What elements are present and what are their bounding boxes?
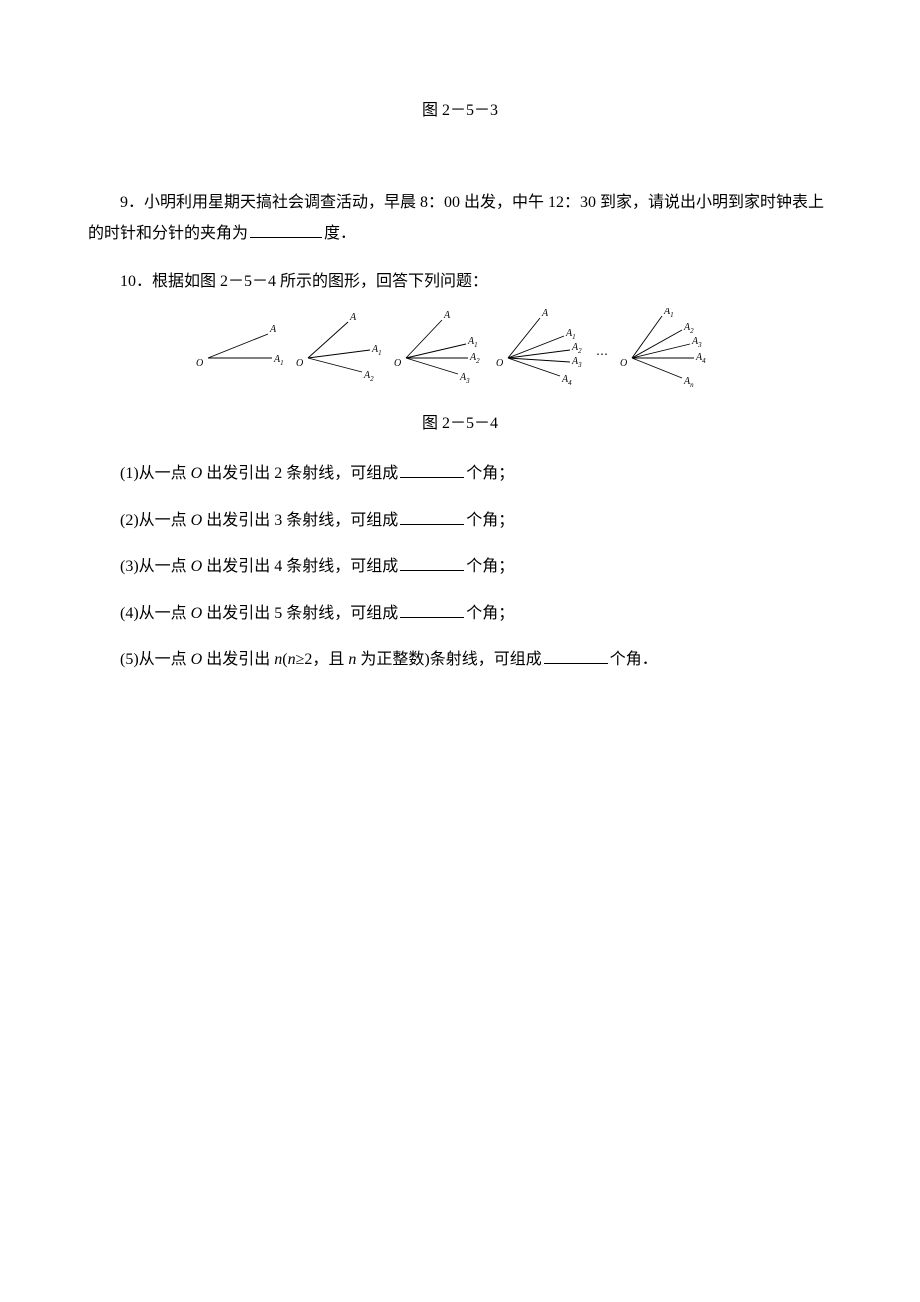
q10-2-mid: 出发引出 3 条射线，可组成 <box>202 512 398 529</box>
q10-4-prefix: (4)从一点 <box>120 605 191 622</box>
q10-3-var-o: O <box>191 558 203 575</box>
q10-5-prefix: (5)从一点 <box>120 651 191 668</box>
q10-5-var-o: O <box>191 651 203 668</box>
q10-3-mid: 出发引出 4 条射线，可组成 <box>202 558 398 575</box>
svg-text:A2: A2 <box>683 322 694 335</box>
q10-2-suffix: 个角； <box>466 512 514 529</box>
q10-5-mid: 出发引出 <box>202 651 274 668</box>
q10-part-1: (1)从一点 O 出发引出 2 条射线，可组成 个角； <box>88 459 832 489</box>
page: 图 2－5－3 9．小明利用星期天搞社会调查活动，早晨 8：00 出发，中午 1… <box>0 0 920 789</box>
svg-text:A3: A3 <box>571 356 582 369</box>
q10-4-var-o: O <box>191 605 203 622</box>
svg-text:A1: A1 <box>565 328 576 341</box>
svg-text:A1: A1 <box>371 344 382 357</box>
q10-2-prefix: (2)从一点 <box>120 512 191 529</box>
q10-4-mid: 出发引出 5 条射线，可组成 <box>202 605 398 622</box>
svg-text:An: An <box>683 376 694 389</box>
svg-text:A: A <box>541 308 549 319</box>
q10-1-mid: 出发引出 2 条射线，可组成 <box>202 465 398 482</box>
q10-4-blank <box>400 602 464 617</box>
question-10-lead: 10．根据如图 2－5－4 所示的图形，回答下列问题： <box>88 267 832 297</box>
figure-2-5-4-caption: 图 2－5－4 <box>88 409 832 439</box>
question-9: 9．小明利用星期天搞社会调查活动，早晨 8：00 出发，中午 12：30 到家，… <box>88 188 832 249</box>
svg-text:A3: A3 <box>459 372 470 385</box>
q10-2-blank <box>400 509 464 524</box>
q10-4-suffix: 个角； <box>466 605 514 622</box>
q10-5-tail: 为正整数)条射线，可组成 <box>356 651 541 668</box>
q10-1-blank <box>400 463 464 478</box>
q10-3-blank <box>400 556 464 571</box>
q10-5-ge: ≥2，且 <box>296 651 349 668</box>
q10-3-prefix: (3)从一点 <box>120 558 191 575</box>
q9-unit: 度． <box>324 225 356 242</box>
svg-text:A1: A1 <box>467 336 478 349</box>
q10-part-5: (5)从一点 O 出发引出 n(n≥2，且 n 为正整数)条射线，可组成个角． <box>88 645 832 675</box>
svg-text:A: A <box>269 324 277 335</box>
q10-1-suffix: 个角； <box>466 465 514 482</box>
svg-text:A2: A2 <box>571 342 582 355</box>
q10-1-var-o: O <box>191 465 203 482</box>
q9-blank <box>250 222 322 237</box>
svg-text:A1: A1 <box>663 308 674 319</box>
q10-5-n2: n <box>288 651 296 668</box>
q10-3-suffix: 个角； <box>466 558 514 575</box>
svg-text:O: O <box>496 358 503 369</box>
figure-2-5-3-caption: 图 2－5－3 <box>88 96 832 126</box>
q10-2-var-o: O <box>191 512 203 529</box>
svg-text:A1: A1 <box>273 354 284 367</box>
svg-text:A2: A2 <box>469 352 480 365</box>
svg-text:O: O <box>394 358 401 369</box>
svg-text:A4: A4 <box>561 374 572 387</box>
q10-part-2: (2)从一点 O 出发引出 3 条射线，可组成 个角； <box>88 506 832 536</box>
figure-2-5-4-svg: AA1OAA1A2OAA1A2A3OAA1A2A3A4O⋯A1A2A3A4AnO <box>190 308 730 394</box>
figure-2-5-4: AA1OAA1A2OAA1A2A3OAA1A2A3A4O⋯A1A2A3A4AnO <box>88 308 832 405</box>
svg-text:A: A <box>349 312 357 323</box>
q10-5-suffix: 个角． <box>610 651 658 668</box>
svg-text:⋯: ⋯ <box>596 347 608 361</box>
q10-5-blank <box>544 649 608 664</box>
svg-text:O: O <box>296 358 303 369</box>
svg-text:A: A <box>443 310 451 321</box>
q10-part-3: (3)从一点 O 出发引出 4 条射线，可组成 个角； <box>88 552 832 582</box>
svg-text:A3: A3 <box>691 336 702 349</box>
svg-text:A4: A4 <box>695 352 706 365</box>
svg-text:A2: A2 <box>363 370 374 383</box>
q10-1-prefix: (1)从一点 <box>120 465 191 482</box>
svg-text:O: O <box>620 358 627 369</box>
q10-part-4: (4)从一点 O 出发引出 5 条射线，可组成 个角； <box>88 599 832 629</box>
q9-text: 9．小明利用星期天搞社会调查活动，早晨 8：00 出发，中午 12：30 到家，… <box>88 194 824 241</box>
svg-text:O: O <box>196 358 203 369</box>
